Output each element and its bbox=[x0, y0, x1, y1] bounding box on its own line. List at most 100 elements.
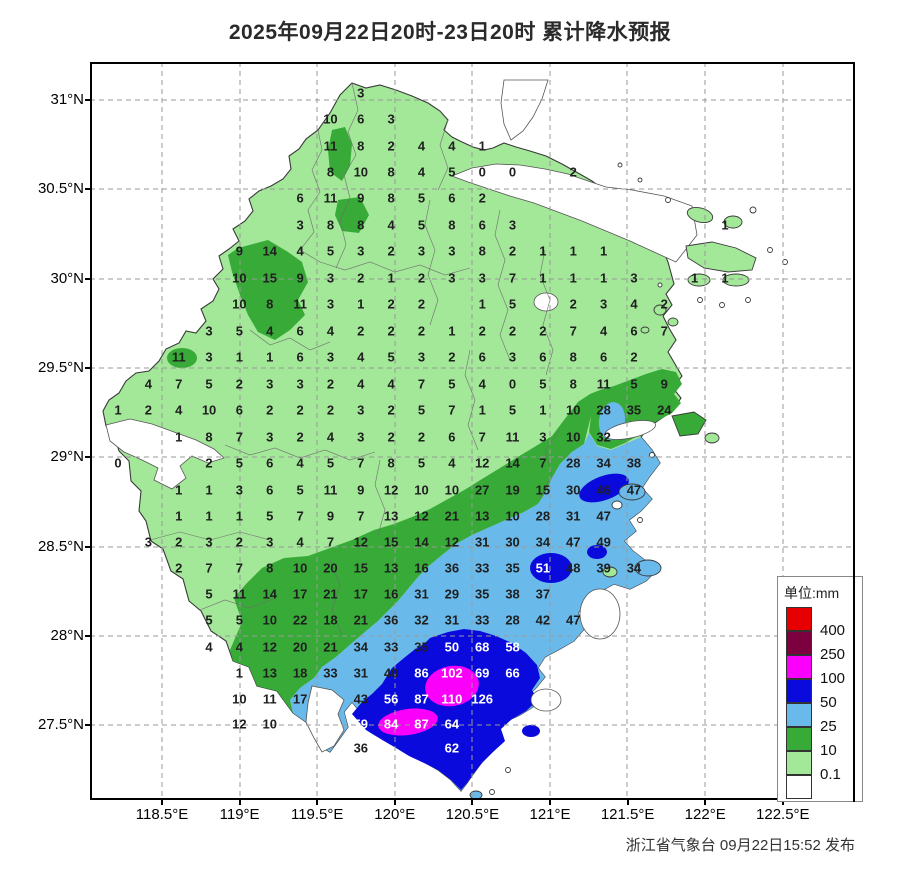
grid-value: 47 bbox=[626, 482, 642, 498]
grid-value: 20 bbox=[323, 560, 338, 576]
x-tick-label: 118.5°E bbox=[135, 806, 189, 823]
grid-value: 3 bbox=[417, 349, 426, 365]
grid-value: 34 bbox=[353, 639, 369, 655]
grid-value: 10 bbox=[232, 296, 247, 312]
y-tick-label: 29°N bbox=[50, 448, 84, 466]
grid-value: 1 bbox=[175, 482, 183, 498]
grid-value: 5 bbox=[326, 455, 335, 471]
grid-value: 66 bbox=[505, 665, 520, 681]
grid-value: 1 bbox=[539, 270, 547, 286]
grid-value: 12 bbox=[414, 508, 429, 524]
grid-value: 87 bbox=[414, 691, 429, 707]
legend-label: 50 bbox=[820, 694, 837, 711]
grid-value: 4 bbox=[387, 217, 395, 233]
grid-value: 8 bbox=[205, 429, 213, 445]
grid-value: 3 bbox=[508, 349, 517, 365]
grid-value: 5 bbox=[205, 376, 213, 392]
grid-value: 32 bbox=[414, 612, 429, 628]
grid-value: 42 bbox=[535, 612, 551, 628]
grid-value: 38 bbox=[626, 455, 642, 471]
grid-value: 2 bbox=[235, 534, 244, 550]
grid-value: 7 bbox=[660, 323, 668, 339]
x-tick-mark bbox=[471, 800, 474, 805]
grid-value: 1 bbox=[387, 270, 395, 286]
grid-value: 15 bbox=[535, 482, 551, 498]
grid-value: 36 bbox=[383, 612, 399, 628]
graticule bbox=[90, 62, 855, 800]
grid-value: 6 bbox=[266, 455, 274, 471]
grid-value: 11 bbox=[323, 190, 338, 206]
grid-value: 5 bbox=[387, 349, 395, 365]
grid-value: 12 bbox=[383, 482, 399, 498]
grid-value: 11 bbox=[596, 376, 611, 392]
y-tick-label: 28°N bbox=[50, 626, 84, 644]
y-tick-mark bbox=[85, 456, 90, 459]
grid-value: 2 bbox=[569, 296, 577, 312]
grid-value: 2 bbox=[508, 243, 517, 259]
grid-value: 47 bbox=[566, 534, 581, 550]
grid-value: 3 bbox=[235, 482, 244, 498]
grid-value: 8 bbox=[266, 296, 274, 312]
grid-value: 2 bbox=[417, 429, 426, 445]
grid-value: 2 bbox=[357, 323, 365, 339]
grid-value: 4 bbox=[357, 349, 365, 365]
grid-value: 3 bbox=[326, 349, 335, 365]
grid-value: 5 bbox=[235, 455, 244, 471]
grid-value: 2 bbox=[326, 376, 335, 392]
grid-value: 33 bbox=[474, 612, 490, 628]
grid-value: 10 bbox=[262, 716, 277, 732]
grid-value: 5 bbox=[630, 376, 638, 392]
grid-value: 4 bbox=[144, 376, 152, 392]
grid-value: 34 bbox=[626, 560, 642, 576]
x-tick-label: 122.5°E bbox=[756, 806, 810, 823]
x-tick-label: 121°E bbox=[529, 806, 571, 823]
grid-value: 12 bbox=[444, 534, 460, 550]
grid-value: 7 bbox=[569, 323, 577, 339]
grid-value: 11 bbox=[171, 349, 186, 365]
x-tick-mark bbox=[704, 800, 707, 805]
grid-value: 4 bbox=[448, 138, 456, 154]
grid-value: 1 bbox=[539, 243, 547, 259]
grid-value: 1 bbox=[721, 217, 729, 233]
plot-frame bbox=[90, 62, 855, 800]
grid-value: 110 bbox=[441, 691, 463, 707]
grid-value: 5 bbox=[417, 455, 426, 471]
grid-value: 6 bbox=[599, 349, 608, 365]
grid-value: 1 bbox=[478, 296, 486, 312]
y-tick-label: 31°N bbox=[50, 91, 84, 108]
grid-value: 15 bbox=[383, 534, 399, 550]
attribution: 浙江省气象台 09月22日15:52 发布 bbox=[625, 837, 855, 854]
grid-value: 2 bbox=[387, 402, 395, 418]
grid-value: 2 bbox=[235, 376, 244, 392]
grid-value: 4 bbox=[296, 243, 304, 259]
grid-value: 1 bbox=[599, 270, 608, 286]
grid-value: 12 bbox=[262, 639, 277, 655]
grid-value: 3 bbox=[266, 534, 274, 550]
rain-50-100-zones bbox=[352, 473, 629, 790]
grid-value: 3 bbox=[478, 270, 486, 286]
grid-value: 2 bbox=[144, 402, 152, 418]
grid-value: 6 bbox=[296, 190, 304, 206]
grid-value: 1 bbox=[235, 349, 244, 365]
grid-value: 3 bbox=[357, 243, 365, 259]
grid-value: 28 bbox=[505, 612, 520, 628]
legend-label: 250 bbox=[820, 646, 846, 663]
grid-value: 5 bbox=[417, 402, 426, 418]
grid-value: 64 bbox=[444, 716, 460, 732]
grid-value: 38 bbox=[505, 586, 520, 602]
grid-value: 2 bbox=[539, 323, 547, 339]
legend-swatch bbox=[786, 751, 812, 775]
grid-value: 62 bbox=[444, 740, 460, 756]
grid-value: 2 bbox=[205, 455, 213, 471]
grid-value: 1 bbox=[205, 482, 213, 498]
grid-value: 6 bbox=[478, 217, 486, 233]
grid-value: 3 bbox=[539, 429, 547, 445]
x-tick-mark bbox=[549, 800, 551, 805]
grid-value: 14 bbox=[262, 586, 277, 602]
y-tick-mark bbox=[85, 188, 90, 191]
x-tick-label: 122°E bbox=[684, 806, 726, 823]
grid-value: 14 bbox=[262, 243, 277, 259]
grid-value: 2 bbox=[387, 138, 395, 154]
legend-label: 400 bbox=[820, 622, 846, 639]
grid-value: 1 bbox=[569, 270, 577, 286]
